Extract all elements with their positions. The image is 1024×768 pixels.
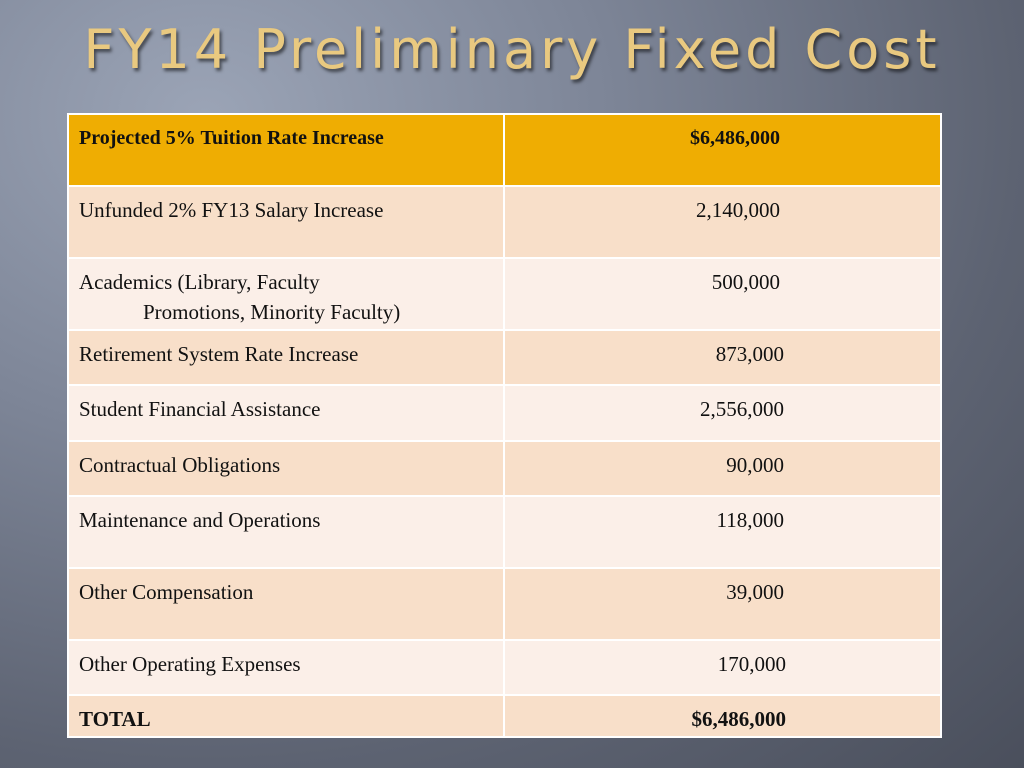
row-label: Student Financial Assistance	[67, 384, 505, 442]
row-label: Academics (Library, Faculty Promotions, …	[67, 257, 505, 331]
table-row: Contractual Obligations 90,000	[67, 440, 942, 497]
row-value: 90,000	[503, 440, 942, 497]
table-row: Other Operating Expenses 170,000	[67, 639, 942, 696]
table-row: Student Financial Assistance 2,556,000	[67, 384, 942, 442]
row-value: 118,000	[503, 495, 942, 569]
table-row: Maintenance and Operations 118,000	[67, 495, 942, 569]
fixed-cost-table-container: Projected 5% Tuition Rate Increase $6,48…	[67, 113, 942, 738]
row-label-line2: Promotions, Minority Faculty)	[143, 300, 401, 324]
row-label: Unfunded 2% FY13 Salary Increase	[67, 185, 505, 259]
row-value: 2,140,000	[503, 185, 942, 259]
row-label: Contractual Obligations	[67, 440, 505, 497]
total-label: TOTAL	[67, 694, 505, 738]
fixed-cost-table: Projected 5% Tuition Rate Increase $6,48…	[67, 113, 942, 738]
header-value: $6,486,000	[503, 113, 942, 187]
row-value: 500,000	[503, 257, 942, 331]
table-row: Academics (Library, Faculty Promotions, …	[67, 257, 942, 331]
row-label: Other Operating Expenses	[67, 639, 505, 696]
row-value: 2,556,000	[503, 384, 942, 442]
table-row: Retirement System Rate Increase 873,000	[67, 329, 942, 386]
row-label: Other Compensation	[67, 567, 505, 641]
table-row: Other Compensation 39,000	[67, 567, 942, 641]
header-label: Projected 5% Tuition Rate Increase	[67, 113, 505, 187]
row-label: Maintenance and Operations	[67, 495, 505, 569]
row-value: 39,000	[503, 567, 942, 641]
table-total-row: TOTAL $6,486,000	[67, 694, 942, 738]
table-row: Unfunded 2% FY13 Salary Increase 2,140,0…	[67, 185, 942, 259]
row-value: 873,000	[503, 329, 942, 386]
table-header-row: Projected 5% Tuition Rate Increase $6,48…	[67, 113, 942, 187]
row-label: Retirement System Rate Increase	[67, 329, 505, 386]
total-value: $6,486,000	[503, 694, 942, 738]
slide-title: FY14 Preliminary Fixed Cost	[83, 18, 941, 81]
row-value: 170,000	[503, 639, 942, 696]
row-label-line1: Academics (Library, Faculty	[79, 270, 320, 294]
